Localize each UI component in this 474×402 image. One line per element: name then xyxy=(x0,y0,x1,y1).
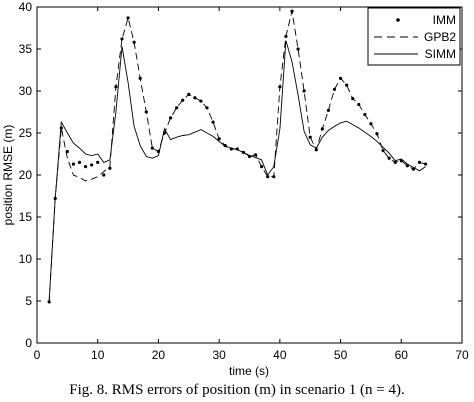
x-axis-label: time (s) xyxy=(229,364,269,378)
x-tick-label: 0 xyxy=(34,348,41,362)
y-tick-label: 25 xyxy=(19,126,33,140)
x-tick-label: 60 xyxy=(395,348,409,362)
series-simm xyxy=(48,40,426,302)
y-tick-label: 20 xyxy=(19,168,33,182)
imm-point xyxy=(199,99,203,103)
imm-point xyxy=(381,149,385,153)
imm-point xyxy=(168,116,173,120)
series-group xyxy=(47,9,428,304)
imm-point xyxy=(296,47,300,51)
imm-point xyxy=(102,173,106,177)
legend-label-simm: SIMM xyxy=(425,47,456,61)
imm-point xyxy=(108,166,112,170)
imm-point xyxy=(83,165,88,169)
y-tick-label: 5 xyxy=(25,294,32,308)
y-tick-label: 15 xyxy=(19,210,33,224)
y-tick-label: 0 xyxy=(25,336,32,350)
imm-point xyxy=(423,162,428,166)
imm-point xyxy=(211,120,215,124)
legend-sample-imm xyxy=(396,18,400,22)
imm-point xyxy=(175,106,179,110)
imm-point xyxy=(150,146,154,150)
x-tick-label: 40 xyxy=(273,348,287,362)
imm-point xyxy=(126,16,130,20)
y-tick-label: 40 xyxy=(19,0,33,14)
y-tick-label: 10 xyxy=(19,252,33,266)
imm-point xyxy=(47,300,51,304)
series-line-gpb2 xyxy=(48,11,426,302)
figure-caption: Fig. 8. RMS errors of position (m) in sc… xyxy=(69,382,405,398)
imm-point xyxy=(308,135,312,139)
x-tick-label: 30 xyxy=(212,348,226,362)
legend-label-gpb2: GPB2 xyxy=(424,30,456,44)
legend-marker xyxy=(396,18,400,22)
y-axis-label: position RMSE (m) xyxy=(1,125,15,226)
imm-point xyxy=(120,37,124,41)
imm-point xyxy=(302,89,306,93)
legend-label-imm: IMM xyxy=(433,13,456,27)
chart: 0 10 20 30 40 50 60 70 0 5 10 15 20 25 30 35 40 time (s)… xyxy=(1,0,469,378)
x-tick-label: 70 xyxy=(455,348,469,362)
y-tick-label: 30 xyxy=(19,84,33,98)
imm-point xyxy=(96,160,100,164)
imm-point xyxy=(90,163,94,167)
imm-point xyxy=(326,108,331,112)
x-tick-label: 50 xyxy=(334,348,348,362)
imm-point xyxy=(77,160,82,164)
axis-ticks: 0 10 20 30 40 50 60 70 0 5 10 15 20 25 30 35 40 xyxy=(19,0,469,362)
series-line-simm xyxy=(48,40,426,302)
x-tick-label: 20 xyxy=(152,348,166,362)
legend: IMM GPB2 SIMM xyxy=(367,7,461,66)
y-tick-label: 35 xyxy=(19,42,33,56)
x-tick-label: 10 xyxy=(91,348,105,362)
legend-items: IMM GPB2 SIMM xyxy=(374,13,456,61)
imm-point xyxy=(71,162,76,166)
series-gpb2 xyxy=(48,11,426,302)
